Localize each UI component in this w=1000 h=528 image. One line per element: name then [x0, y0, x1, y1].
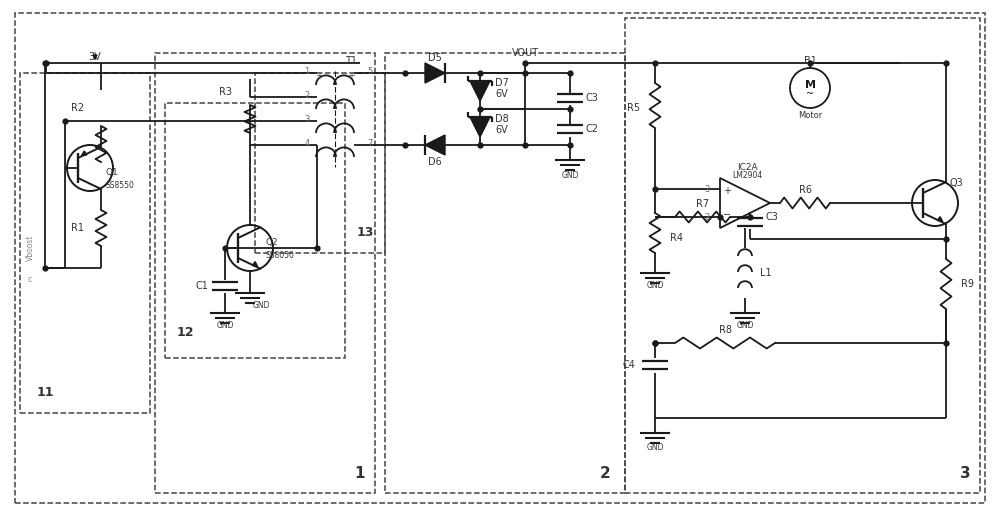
Polygon shape: [425, 135, 445, 155]
Text: GND: GND: [216, 322, 234, 331]
Text: R1: R1: [71, 223, 84, 233]
Text: C4: C4: [622, 360, 635, 370]
Text: 6V: 6V: [495, 89, 508, 99]
Text: Q2: Q2: [266, 239, 279, 248]
Text: ~: ~: [806, 89, 814, 99]
Text: D6: D6: [428, 157, 442, 167]
Text: R3: R3: [219, 87, 232, 97]
Text: VOUT: VOUT: [511, 48, 539, 58]
Text: Q3: Q3: [950, 178, 964, 188]
Text: GND: GND: [253, 301, 270, 310]
Text: 5: 5: [367, 68, 373, 77]
Text: R8: R8: [718, 325, 732, 335]
Text: GND: GND: [646, 281, 664, 290]
Text: +: +: [347, 71, 355, 81]
Text: +: +: [723, 186, 731, 196]
Text: R2: R2: [71, 103, 84, 113]
Polygon shape: [470, 81, 490, 101]
Polygon shape: [470, 117, 490, 137]
Text: 1: 1: [304, 68, 310, 77]
Polygon shape: [425, 63, 445, 83]
Text: L1: L1: [760, 268, 772, 278]
Text: GND: GND: [736, 322, 754, 331]
Text: R6: R6: [798, 185, 812, 195]
Bar: [20, 73, 150, 413]
Text: Motor: Motor: [798, 110, 822, 119]
Text: 12: 12: [176, 326, 194, 340]
Text: 2: 2: [304, 91, 310, 100]
Text: c: c: [28, 276, 32, 285]
Text: 3V: 3V: [89, 52, 101, 62]
Text: C2: C2: [585, 124, 598, 134]
Text: 3: 3: [304, 116, 310, 125]
Text: 13: 13: [356, 227, 374, 240]
Text: Vboost: Vboost: [26, 235, 34, 261]
Text: D7: D7: [495, 78, 509, 88]
Text: 3: 3: [960, 466, 970, 480]
Bar: [255, 73, 385, 253]
Bar: [385, 53, 625, 493]
Text: LM2904: LM2904: [732, 171, 762, 180]
Text: R7: R7: [696, 199, 710, 209]
Text: C3: C3: [585, 93, 598, 103]
Text: 2: 2: [600, 466, 610, 480]
Text: GND: GND: [561, 171, 579, 180]
Text: 4: 4: [304, 139, 310, 148]
Text: 7: 7: [367, 139, 373, 148]
Text: R4: R4: [670, 233, 683, 243]
Text: −: −: [723, 210, 731, 220]
Text: D8: D8: [495, 114, 509, 124]
Text: 11: 11: [36, 386, 54, 400]
Bar: [625, 18, 980, 493]
Text: R5: R5: [627, 103, 640, 113]
Text: SS8050: SS8050: [266, 251, 295, 260]
Bar: [155, 53, 375, 493]
Text: T1: T1: [345, 56, 357, 66]
Text: IC2A: IC2A: [737, 163, 757, 172]
Text: D5: D5: [428, 53, 442, 63]
Text: Q1: Q1: [105, 168, 118, 177]
Bar: [165, 103, 345, 358]
Text: SS8550: SS8550: [105, 181, 134, 190]
Text: C1: C1: [195, 281, 208, 291]
Text: 3: 3: [704, 184, 710, 193]
Text: C3: C3: [765, 212, 778, 222]
Text: 2: 2: [704, 212, 710, 222]
Text: 6V: 6V: [495, 125, 508, 135]
Text: B1: B1: [804, 56, 816, 66]
Text: +: +: [315, 71, 323, 81]
Text: M: M: [804, 80, 816, 90]
Text: GND: GND: [646, 444, 664, 452]
Text: 1: 1: [355, 466, 365, 480]
Text: R9: R9: [961, 279, 974, 289]
